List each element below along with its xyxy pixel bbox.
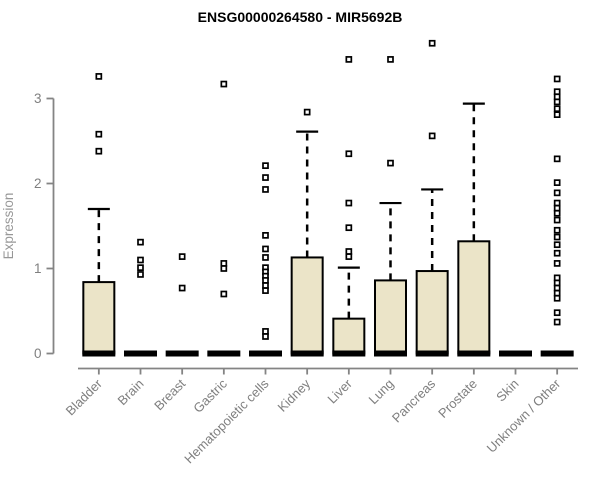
boxplot-hematopoietic-cells (249, 162, 282, 357)
outlier-point (137, 256, 144, 264)
outlier-point (553, 189, 561, 197)
outlier-point (345, 150, 353, 158)
boxplot-pancreas (415, 39, 449, 357)
x-category-label-skin: Skin (493, 376, 521, 404)
outlier-point (95, 147, 103, 155)
x-category-label-gastric: Gastric (190, 376, 230, 416)
outlier-point (553, 204, 561, 212)
boxplot-kidney (290, 108, 324, 357)
boxplot-unknown-other (540, 75, 574, 357)
boxplot-liver (332, 56, 366, 357)
outlier-point (553, 241, 561, 249)
x-category-label-unknown-other: Unknown / Other (484, 376, 564, 456)
y-tick-label: 1 (34, 261, 42, 276)
box (374, 279, 407, 355)
y-tick-label: 0 (34, 346, 42, 361)
outlier-point (95, 73, 103, 80)
outlier-point (428, 39, 436, 47)
chart-title: ENSG00000264580 - MIR5692B (198, 9, 403, 25)
boxplot-brain (124, 238, 157, 357)
x-category-label-bladder: Bladder (63, 376, 106, 419)
outlier-point (262, 287, 269, 294)
x-category-label-brain: Brain (115, 376, 147, 408)
outlier-point (178, 253, 186, 260)
outlier-point (553, 233, 561, 241)
x-category-label-liver: Liver (324, 376, 355, 407)
boxplot-bladder (82, 73, 116, 357)
box (415, 270, 449, 355)
boxplot-lung (374, 56, 407, 357)
outlier-point (553, 226, 561, 234)
outlier-point (220, 265, 228, 272)
outlier-point (137, 264, 144, 271)
outlier-point (262, 277, 269, 284)
outlier-point (553, 309, 561, 317)
x-category-label-kidney: Kidney (275, 376, 314, 415)
outlier-point (345, 56, 353, 63)
outlier-point (553, 98, 561, 106)
outlier-point (262, 162, 269, 169)
outlier-point (428, 132, 436, 140)
outlier-point (553, 105, 561, 113)
y-tick-label: 2 (34, 176, 42, 191)
outlier-point (262, 282, 269, 289)
box-plots (82, 39, 574, 357)
outlier-point (262, 328, 269, 335)
outlier-point (220, 260, 228, 267)
outlier-point (137, 271, 144, 278)
outlier-point (220, 80, 228, 88)
outlier-point (345, 199, 353, 207)
y-tick-label: 3 (34, 91, 42, 106)
outlier-point (345, 253, 353, 260)
outlier-point (553, 216, 561, 224)
outlier-point (553, 179, 561, 186)
outlier-point (345, 248, 353, 255)
outlier-point (262, 254, 269, 261)
outlier-point (553, 289, 561, 297)
outlier-point (303, 108, 311, 116)
x-category-label-prostate: Prostate (435, 376, 480, 421)
outlier-point (387, 56, 394, 63)
outlier-point (553, 155, 561, 163)
outlier-point (262, 186, 269, 193)
outlier-point (553, 260, 561, 267)
box (457, 240, 491, 355)
outlier-point (262, 245, 269, 253)
outlier-point (178, 284, 186, 292)
outlier-point (262, 174, 269, 181)
outlier-point (137, 238, 144, 246)
outlier-point (553, 318, 561, 326)
outlier-point (345, 224, 353, 232)
x-category-label-pancreas: Pancreas (389, 376, 439, 426)
y-axis-label: Expression (1, 193, 16, 260)
box (332, 317, 366, 355)
outlier-point (262, 333, 269, 340)
x-category-label-lung: Lung (366, 376, 397, 407)
outlier-point (553, 75, 561, 83)
boxplot-prostate (457, 102, 491, 357)
outlier-point (553, 209, 561, 217)
box (82, 281, 116, 355)
boxplot-gastric (207, 80, 241, 357)
outlier-point (220, 290, 228, 298)
outlier-point (553, 284, 561, 292)
outlier-point (95, 130, 103, 138)
x-category-label-breast: Breast (151, 376, 188, 413)
outlier-point (553, 294, 561, 302)
outlier-point (262, 232, 269, 239)
outlier-point (553, 88, 561, 96)
outlier-point (553, 274, 561, 282)
outlier-point (553, 111, 561, 119)
box (290, 256, 324, 355)
outlier-point (553, 249, 561, 257)
boxplot-breast (165, 253, 199, 357)
outlier-point (387, 159, 394, 167)
